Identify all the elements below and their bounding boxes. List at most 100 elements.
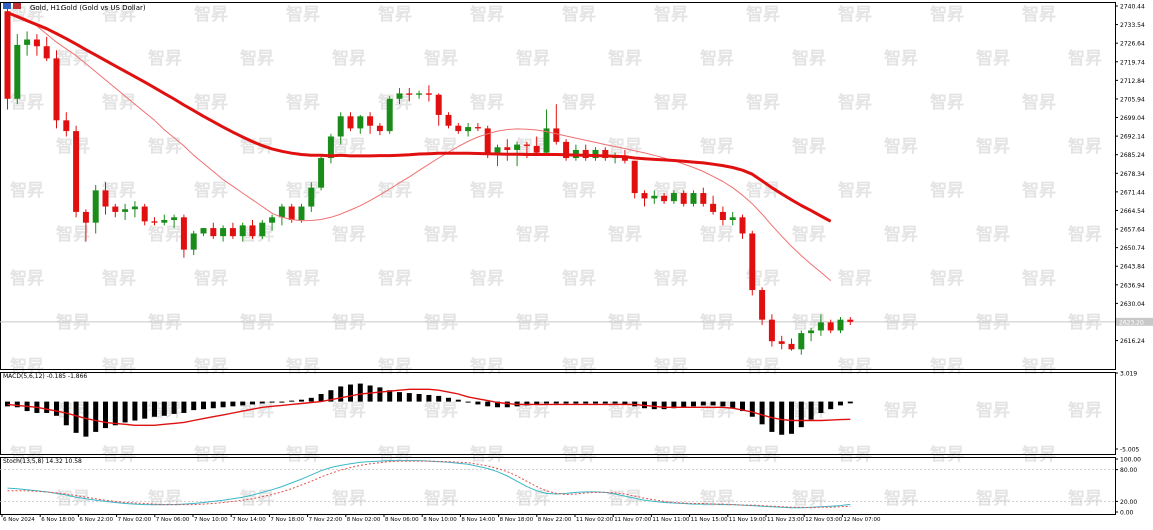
candle[interactable]	[670, 190, 677, 204]
candle[interactable]	[729, 211, 736, 226]
price-tick-label: 2678.34	[1120, 171, 1145, 178]
candle[interactable]	[847, 316, 854, 326]
candle[interactable]	[700, 187, 707, 207]
candle[interactable]	[465, 123, 472, 137]
candle[interactable]	[298, 203, 305, 223]
candle[interactable]	[367, 112, 374, 134]
candle[interactable]	[386, 96, 393, 134]
candle[interactable]	[229, 222, 236, 239]
candle[interactable]	[14, 34, 21, 105]
candle[interactable]	[837, 316, 844, 334]
price-pane[interactable]: 2740.44 2733.54 2726.64 2719.74 2712.84 2705.…	[0, 2, 1153, 370]
candle[interactable]	[239, 222, 246, 242]
candle[interactable]	[592, 147, 599, 161]
candle[interactable]	[278, 203, 285, 226]
candle[interactable]	[357, 114, 364, 134]
candle[interactable]	[455, 123, 462, 134]
candle[interactable]	[259, 219, 266, 239]
candle[interactable]	[661, 193, 668, 204]
candle[interactable]	[249, 219, 256, 239]
candle[interactable]	[151, 217, 158, 226]
candle[interactable]	[4, 6, 11, 110]
watermark-text: 智昇	[654, 268, 688, 289]
time-tick-label: 7 Nov 06:00	[156, 517, 190, 523]
candle[interactable]	[376, 123, 383, 136]
candle[interactable]	[347, 112, 354, 132]
candle[interactable]	[827, 319, 834, 334]
candle[interactable]	[53, 50, 60, 129]
candle[interactable]	[308, 182, 315, 212]
candle[interactable]	[327, 133, 334, 164]
candle[interactable]	[759, 287, 766, 326]
macd-bar	[798, 401, 804, 428]
candle[interactable]	[680, 190, 687, 207]
candle[interactable]	[269, 214, 276, 231]
candle[interactable]	[533, 136, 540, 156]
candle[interactable]	[416, 90, 423, 99]
candle[interactable]	[131, 201, 138, 218]
price-tick-label: 2671.44	[1120, 189, 1145, 196]
candle[interactable]	[563, 139, 570, 161]
candle[interactable]	[543, 109, 550, 156]
candle[interactable]	[180, 214, 187, 258]
candle[interactable]	[122, 203, 129, 220]
candle[interactable]	[171, 214, 178, 229]
candle[interactable]	[73, 125, 80, 218]
watermark-text: 智昇	[700, 312, 734, 333]
candle[interactable]	[63, 112, 70, 137]
candle[interactable]	[92, 184, 99, 234]
candle[interactable]	[396, 88, 403, 105]
candle[interactable]	[210, 222, 217, 239]
candle[interactable]	[337, 112, 344, 145]
watermark-text: 智昇	[286, 180, 320, 201]
candle[interactable]	[817, 314, 824, 336]
watermark-text: 智昇	[424, 488, 458, 509]
candle[interactable]	[102, 182, 109, 215]
macd-pane[interactable]: 3.019 -5.005	[0, 371, 1140, 455]
candle[interactable]	[112, 203, 119, 218]
candle[interactable]	[445, 112, 452, 129]
watermark-text: 智昇	[792, 224, 826, 245]
watermark-text: 智昇	[1068, 136, 1102, 157]
candle[interactable]	[161, 214, 168, 226]
candle[interactable]	[200, 228, 207, 237]
candle[interactable]	[435, 93, 442, 126]
candle[interactable]	[504, 139, 511, 161]
candle[interactable]	[641, 190, 648, 207]
watermark-text: 智昇	[148, 488, 182, 509]
candle[interactable]	[190, 230, 197, 256]
candle[interactable]	[710, 195, 717, 215]
candle[interactable]	[406, 88, 413, 102]
candle[interactable]	[553, 104, 560, 145]
macd-bar	[299, 399, 304, 402]
candle[interactable]	[808, 327, 815, 342]
candle[interactable]	[749, 230, 756, 296]
candle[interactable]	[33, 34, 40, 56]
candle[interactable]	[43, 36, 50, 62]
candle[interactable]	[631, 160, 638, 199]
candle[interactable]	[24, 31, 31, 56]
macd-bar	[318, 394, 324, 402]
candle[interactable]	[768, 314, 775, 347]
candle[interactable]	[602, 147, 609, 161]
stoch-pane[interactable]: 100.00 80.00 20.00 0.00	[0, 457, 1141, 517]
macd-bar	[230, 401, 236, 407]
candle[interactable]	[719, 206, 726, 226]
candle[interactable]	[778, 335, 785, 350]
candle[interactable]	[141, 203, 148, 226]
candle[interactable]	[82, 209, 89, 242]
candle[interactable]	[220, 225, 227, 242]
macd-tick-label: 3.019	[1120, 371, 1137, 378]
candle[interactable]	[474, 123, 481, 132]
candle[interactable]	[739, 214, 746, 239]
candle-body	[465, 127, 472, 132]
candle[interactable]	[425, 85, 432, 102]
time-tick-label: 7 Nov 18:00	[270, 517, 304, 523]
candle[interactable]	[651, 190, 658, 204]
candle[interactable]	[788, 338, 795, 351]
candle[interactable]	[690, 190, 697, 207]
candle[interactable]	[798, 330, 805, 355]
candle[interactable]	[318, 155, 325, 191]
